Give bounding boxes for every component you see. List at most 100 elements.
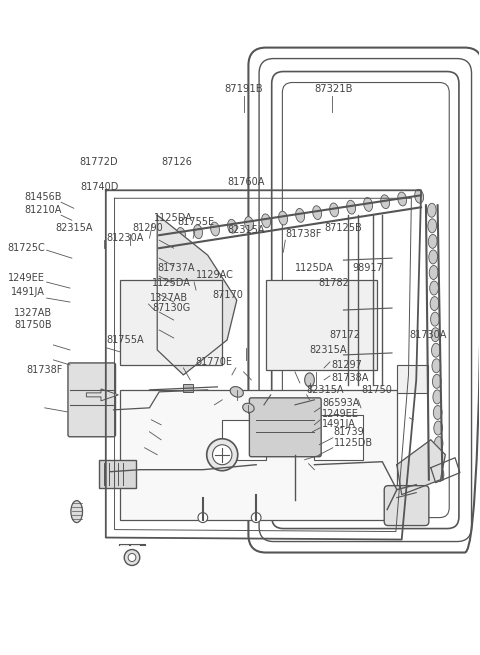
- Text: 81738A: 81738A: [332, 373, 369, 383]
- Bar: [222, 420, 266, 460]
- Text: 87125B: 87125B: [324, 223, 362, 233]
- Text: 1249EE: 1249EE: [322, 409, 359, 419]
- Text: 81750: 81750: [361, 385, 392, 395]
- Polygon shape: [157, 215, 237, 375]
- Ellipse shape: [432, 359, 441, 373]
- Text: 82315A: 82315A: [310, 345, 347, 355]
- Text: 87126: 87126: [161, 157, 192, 167]
- Ellipse shape: [278, 211, 288, 225]
- Ellipse shape: [429, 250, 437, 264]
- Text: 81456B: 81456B: [24, 193, 62, 202]
- Bar: [266, 280, 377, 370]
- Ellipse shape: [347, 200, 356, 214]
- Text: 1249EE: 1249EE: [8, 273, 45, 283]
- Text: 1125DA: 1125DA: [154, 214, 193, 223]
- Ellipse shape: [381, 195, 390, 209]
- Ellipse shape: [330, 203, 338, 217]
- Text: 87172: 87172: [329, 330, 360, 340]
- Ellipse shape: [435, 468, 444, 481]
- Circle shape: [252, 513, 261, 523]
- Text: 81750B: 81750B: [15, 320, 52, 330]
- Circle shape: [213, 445, 232, 464]
- Text: 86593A: 86593A: [322, 398, 360, 408]
- Text: 81230A: 81230A: [107, 233, 144, 243]
- Ellipse shape: [431, 312, 439, 326]
- Ellipse shape: [159, 231, 168, 244]
- Text: 81730A: 81730A: [409, 330, 447, 340]
- Text: 81755E: 81755E: [178, 217, 215, 227]
- Ellipse shape: [415, 189, 424, 203]
- Text: 81739: 81739: [334, 427, 364, 437]
- Ellipse shape: [364, 198, 372, 212]
- Ellipse shape: [433, 390, 442, 404]
- Text: 81738F: 81738F: [26, 365, 63, 375]
- Ellipse shape: [430, 297, 439, 310]
- Text: 87130G: 87130G: [152, 303, 191, 313]
- Circle shape: [124, 550, 140, 565]
- Text: 82315A: 82315A: [56, 223, 93, 233]
- Text: 1125DB: 1125DB: [334, 438, 373, 448]
- Text: 1491JA: 1491JA: [322, 419, 356, 429]
- Ellipse shape: [243, 403, 254, 413]
- Ellipse shape: [228, 219, 237, 233]
- Circle shape: [207, 439, 238, 471]
- Text: 1491JA: 1491JA: [11, 287, 45, 297]
- Text: 87170: 87170: [213, 290, 243, 300]
- Text: 81770E: 81770E: [195, 357, 232, 367]
- Ellipse shape: [431, 328, 440, 342]
- Ellipse shape: [262, 214, 271, 228]
- Text: 1327AB: 1327AB: [14, 308, 52, 318]
- Text: 87191B: 87191B: [224, 83, 263, 94]
- Ellipse shape: [305, 373, 314, 387]
- Ellipse shape: [193, 225, 203, 238]
- Text: 82315A: 82315A: [307, 385, 344, 395]
- Ellipse shape: [435, 452, 444, 466]
- Ellipse shape: [434, 421, 443, 435]
- Text: 81782: 81782: [318, 278, 349, 288]
- Bar: [183, 384, 193, 392]
- Text: 81297: 81297: [332, 360, 363, 370]
- Bar: [397, 365, 428, 393]
- Circle shape: [198, 513, 208, 523]
- FancyArrow shape: [86, 389, 119, 401]
- FancyBboxPatch shape: [250, 398, 321, 457]
- Text: 81755A: 81755A: [107, 335, 144, 345]
- Text: 1125DA: 1125DA: [152, 278, 191, 288]
- Text: 81772D: 81772D: [80, 157, 119, 167]
- Ellipse shape: [71, 500, 83, 523]
- Ellipse shape: [428, 219, 437, 233]
- FancyBboxPatch shape: [384, 485, 429, 525]
- Bar: [120, 280, 222, 365]
- Text: 82315A: 82315A: [228, 225, 265, 235]
- Ellipse shape: [430, 281, 438, 295]
- Text: 1327AB: 1327AB: [149, 293, 188, 303]
- Text: 81740D: 81740D: [80, 182, 119, 193]
- Ellipse shape: [433, 405, 442, 419]
- Text: 87321B: 87321B: [314, 83, 353, 94]
- Ellipse shape: [427, 203, 436, 217]
- Ellipse shape: [432, 343, 440, 357]
- Bar: [120, 390, 397, 519]
- Text: 81210A: 81210A: [25, 205, 62, 215]
- Text: 98917: 98917: [352, 263, 383, 273]
- Ellipse shape: [211, 222, 219, 236]
- Bar: [314, 415, 363, 460]
- FancyBboxPatch shape: [68, 363, 116, 437]
- Text: 81760A: 81760A: [228, 178, 265, 187]
- Text: 1125DA: 1125DA: [295, 263, 334, 273]
- Ellipse shape: [230, 386, 243, 397]
- Ellipse shape: [434, 437, 443, 451]
- Polygon shape: [397, 440, 445, 495]
- Ellipse shape: [428, 234, 437, 248]
- Ellipse shape: [296, 208, 304, 222]
- Text: 81737A: 81737A: [157, 263, 195, 273]
- Circle shape: [128, 553, 136, 561]
- Bar: [398, 488, 415, 498]
- Ellipse shape: [429, 265, 438, 280]
- Ellipse shape: [398, 192, 407, 206]
- Text: 1129AC: 1129AC: [196, 270, 234, 280]
- Bar: [99, 460, 136, 488]
- Text: 81290: 81290: [132, 223, 163, 233]
- Text: 81738F: 81738F: [285, 229, 322, 239]
- Ellipse shape: [177, 227, 185, 242]
